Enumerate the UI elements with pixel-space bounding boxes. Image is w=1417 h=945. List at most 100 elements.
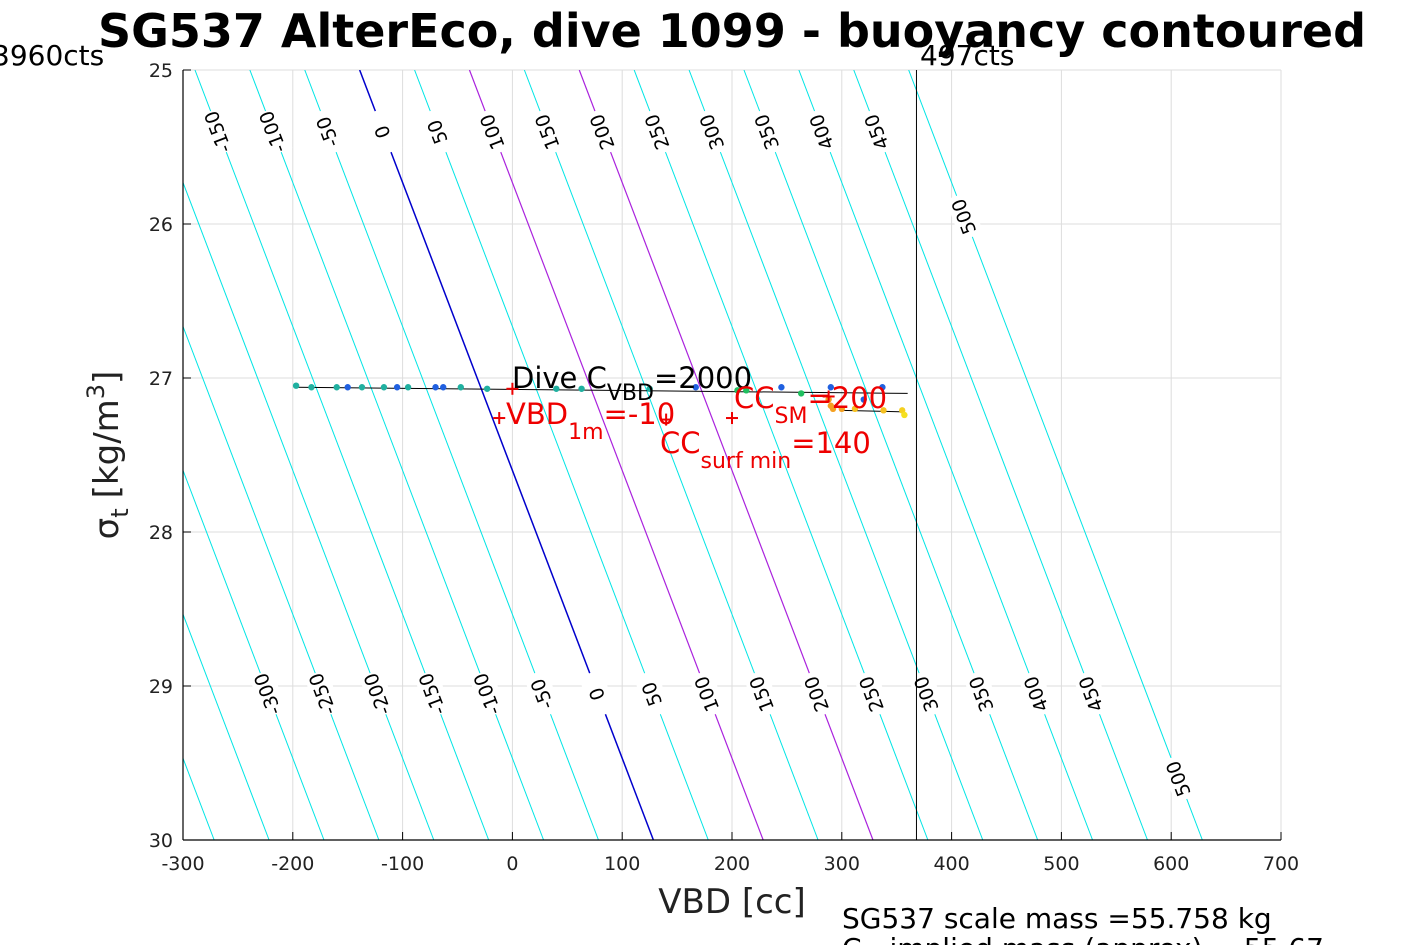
contour-label-bg	[249, 668, 288, 719]
y-tick-label: 26	[149, 214, 173, 236]
contour-label: 100	[476, 111, 509, 153]
contour-label: 500	[948, 195, 981, 237]
data-point	[879, 384, 886, 391]
contour-label: 300	[696, 111, 729, 153]
contour-label: 400	[1020, 673, 1053, 715]
annotation-vbd-1m: VBD1m=-10	[506, 397, 675, 445]
annotation-dive-c-sub: VBD	[607, 381, 654, 406]
data-point	[483, 385, 491, 392]
y-tick-label: 30	[149, 830, 173, 852]
contour-label-bg	[945, 191, 984, 242]
contour-label-bg	[528, 106, 567, 157]
contour-label-bg	[578, 668, 617, 719]
contour-line	[358, 70, 655, 840]
contour-line	[304, 70, 599, 840]
contour-label-bg	[853, 668, 892, 719]
contour-line	[183, 325, 380, 840]
data-point	[734, 387, 741, 394]
contour-label: 250	[855, 673, 888, 715]
x-tick-label: 300	[824, 853, 860, 875]
contour-label: 200	[800, 673, 833, 715]
contour-label-bg	[583, 106, 622, 157]
data-point	[393, 384, 401, 391]
x-tick-label: -200	[271, 853, 314, 875]
red-plus-marker	[726, 412, 738, 425]
annotation-cc-surf-sub: surf min	[701, 449, 792, 474]
contour-label-bg	[748, 106, 787, 157]
contour-label-bg	[803, 106, 842, 157]
y-tick-label: 28	[149, 522, 173, 544]
contour-label: 100	[691, 673, 724, 715]
annotation-dive-c-main: Dive C	[512, 361, 607, 395]
y-tick-label: 25	[149, 60, 173, 82]
contour-label-bg	[962, 668, 1001, 719]
contour-label: 350	[965, 673, 998, 715]
annotation-vbd-sub: 1m	[568, 420, 603, 445]
data-point	[292, 382, 300, 389]
contour-label-bg	[907, 668, 947, 719]
profile-line-lower	[841, 409, 905, 413]
contour-label-bg	[743, 668, 782, 719]
contour-label-bg	[309, 106, 348, 157]
contour-label: 300	[910, 673, 943, 715]
contour-label-bg	[638, 106, 677, 157]
contour-label-bg	[304, 668, 343, 719]
y-axis-label: σt [kg/m3]	[82, 371, 134, 540]
data-point	[901, 411, 908, 419]
footer-implied-mass: C - implied mass (approx) = 55.67	[842, 932, 1324, 945]
data-point	[851, 405, 859, 412]
y-tick-label: 27	[149, 368, 173, 390]
contour-label-bg	[633, 668, 672, 719]
chart-title: SG537 AlterEco, dive 1099 - buoyancy con…	[98, 4, 1366, 58]
data-point	[860, 396, 867, 403]
data-point	[333, 384, 340, 391]
contour-label: 350	[751, 111, 784, 153]
data-point	[646, 385, 653, 392]
y-label-close: ]	[87, 371, 127, 384]
annotation-dive-c: Dive CVBD=2000	[512, 361, 752, 406]
data-point	[880, 407, 887, 414]
data-point	[308, 384, 315, 391]
corner-label-left: 3960cts	[0, 39, 104, 72]
data-point	[404, 384, 412, 391]
contour-label: 400	[806, 111, 839, 153]
data-point	[827, 384, 835, 391]
data-point	[457, 384, 464, 391]
contour-label: 500	[1162, 758, 1195, 800]
annotation-vbd-main: VBD	[506, 397, 568, 431]
contour-line	[853, 70, 1148, 840]
contour-line	[183, 612, 270, 840]
annotation-cc-surf-min: CCsurf min=140	[660, 426, 871, 474]
red-plus-marker	[822, 390, 835, 403]
contour-line	[183, 468, 325, 840]
data-point	[578, 385, 585, 392]
annotation-cc-surf-value: =140	[791, 426, 871, 460]
x-tick-label: 200	[714, 853, 750, 875]
contour-label-bg	[693, 106, 732, 157]
annotation-cc-sm: CCSM=200	[734, 381, 887, 429]
contour-line	[0, 70, 159, 840]
x-tick-label: 0	[506, 853, 518, 875]
contour-label-bg	[254, 106, 293, 157]
annotation-cc-sm-sub: SM	[775, 404, 808, 429]
contour-label: 450	[861, 111, 894, 153]
contour-label-bg	[523, 668, 562, 719]
corner-label-right: 497cts	[920, 39, 1014, 72]
annotation-dive-c-value: =2000	[654, 361, 752, 395]
annotation-cc-sm-value: =200	[807, 381, 887, 415]
contour-label-bg	[419, 106, 458, 157]
contour-label-bg	[364, 106, 403, 157]
data-point	[344, 384, 351, 391]
contour-label-bg	[199, 106, 238, 157]
x-tick-label: 700	[1263, 853, 1299, 875]
data-point	[380, 384, 388, 391]
x-axis-label: VBD [cc]	[658, 882, 806, 922]
y-tick-label: 29	[149, 676, 173, 698]
data-point	[743, 387, 750, 394]
data-point	[358, 384, 366, 391]
contour-label: 250	[641, 111, 674, 153]
annotation-cc-surf-main: CC	[660, 426, 701, 460]
red-plus-marker	[660, 413, 673, 426]
data-point	[553, 385, 560, 392]
